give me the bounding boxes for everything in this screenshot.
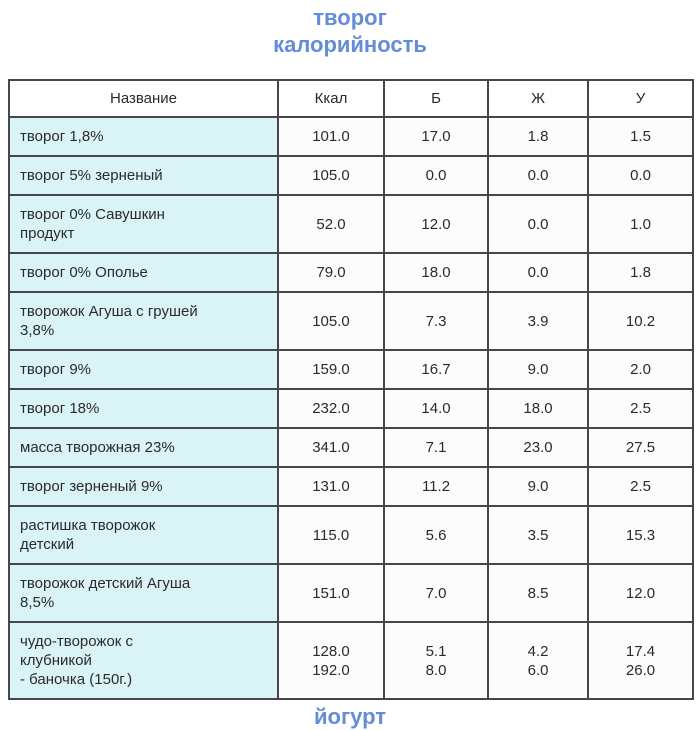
table-row: растишка творожок детский 115.0 5.6 3.5 … [8, 505, 694, 565]
kcal-cell: 232.0 [277, 388, 385, 429]
protein-cell: 18.0 [383, 252, 489, 293]
fat-cell: 0.0 [487, 194, 589, 254]
protein-cell: 14.0 [383, 388, 489, 429]
carbs-cell: 27.5 [587, 427, 694, 468]
fat-cell: 9.0 [487, 349, 589, 390]
protein-cell: 12.0 [383, 194, 489, 254]
fat-cell: 3.5 [487, 505, 589, 565]
kcal-cell: 79.0 [277, 252, 385, 293]
carbs-cell: 15.3 [587, 505, 694, 565]
fat-cell: 9.0 [487, 466, 589, 507]
protein-cell: 16.7 [383, 349, 489, 390]
carbs-cell: 2.5 [587, 388, 694, 429]
carbs-cell: 2.0 [587, 349, 694, 390]
protein-cell: 0.0 [383, 155, 489, 196]
table-row: творожок Агуша с грушей 3,8% 105.0 7.3 3… [8, 291, 694, 351]
fat-cell: 23.0 [487, 427, 589, 468]
carbs-cell: 2.5 [587, 466, 694, 507]
col-header-kcal: Ккал [277, 79, 385, 118]
calorie-table: Название Ккал Б Ж У творог 1,8% 101.0 17… [8, 79, 694, 700]
product-name-cell: творог зерненый 9% [8, 466, 279, 507]
protein-cell: 11.2 [383, 466, 489, 507]
col-header-protein: Б [383, 79, 489, 118]
table-row: творог 1,8% 101.0 17.0 1.8 1.5 [8, 116, 694, 157]
carbs-cell: 1.5 [587, 116, 694, 157]
kcal-cell: 159.0 [277, 349, 385, 390]
fat-cell: 8.5 [487, 563, 589, 623]
carbs-cell: 1.8 [587, 252, 694, 293]
page-title-line2: калорийность [273, 32, 427, 57]
table-header-row: Название Ккал Б Ж У [8, 79, 694, 118]
protein-cell: 7.0 [383, 563, 489, 623]
col-header-fat: Ж [487, 79, 589, 118]
product-name-cell: творожок детский Агуша 8,5% [8, 563, 279, 623]
product-name-cell: творог 18% [8, 388, 279, 429]
kcal-cell: 151.0 [277, 563, 385, 623]
fat-cell: 0.0 [487, 155, 589, 196]
kcal-cell: 105.0 [277, 291, 385, 351]
col-header-carbs: У [587, 79, 694, 118]
kcal-cell: 341.0 [277, 427, 385, 468]
product-name-cell: творог 5% зерненый [8, 155, 279, 196]
kcal-cell: 52.0 [277, 194, 385, 254]
kcal-cell: 101.0 [277, 116, 385, 157]
protein-cell: 7.3 [383, 291, 489, 351]
protein-cell: 17.0 [383, 116, 489, 157]
table-row: чудо-творожок с клубникой - баночка (150… [8, 621, 694, 700]
fat-cell: 1.8 [487, 116, 589, 157]
table-row: творог 9% 159.0 16.7 9.0 2.0 [8, 349, 694, 390]
table-row: масса творожная 23% 341.0 7.1 23.0 27.5 [8, 427, 694, 468]
product-name-cell: творог 9% [8, 349, 279, 390]
table-row: творог зерненый 9% 131.0 11.2 9.0 2.5 [8, 466, 694, 507]
kcal-cell: 131.0 [277, 466, 385, 507]
kcal-cell: 115.0 [277, 505, 385, 565]
table-row: творог 5% зерненый 105.0 0.0 0.0 0.0 [8, 155, 694, 196]
product-name-cell: творог 0% Савушкин продукт [8, 194, 279, 254]
table-row: творог 0% Савушкин продукт 52.0 12.0 0.0… [8, 194, 694, 254]
protein-cell: 5.6 [383, 505, 489, 565]
product-name-cell: творожок Агуша с грушей 3,8% [8, 291, 279, 351]
table-body: творог 1,8% 101.0 17.0 1.8 1.5 творог 5%… [8, 116, 694, 700]
table-row: творог 18% 232.0 14.0 18.0 2.5 [8, 388, 694, 429]
page-title: творог калорийность [0, 4, 700, 58]
product-name-cell: творог 0% Ополье [8, 252, 279, 293]
carbs-cell: 1.0 [587, 194, 694, 254]
col-header-name: Название [8, 79, 279, 118]
carbs-cell: 10.2 [587, 291, 694, 351]
protein-cell: 5.1 8.0 [383, 621, 489, 700]
fat-cell: 3.9 [487, 291, 589, 351]
next-section-title-clipped: йогурт [314, 704, 386, 729]
protein-cell: 7.1 [383, 427, 489, 468]
product-name-cell: масса творожная 23% [8, 427, 279, 468]
fat-cell: 18.0 [487, 388, 589, 429]
product-name-cell: растишка творожок детский [8, 505, 279, 565]
fat-cell: 4.2 6.0 [487, 621, 589, 700]
carbs-cell: 12.0 [587, 563, 694, 623]
table-row: творожок детский Агуша 8,5% 151.0 7.0 8.… [8, 563, 694, 623]
kcal-cell: 105.0 [277, 155, 385, 196]
table-row: творог 0% Ополье 79.0 18.0 0.0 1.8 [8, 252, 694, 293]
product-name-cell: творог 1,8% [8, 116, 279, 157]
product-name-cell: чудо-творожок с клубникой - баночка (150… [8, 621, 279, 700]
kcal-cell: 128.0 192.0 [277, 621, 385, 700]
page-title-line1: творог [313, 5, 387, 30]
carbs-cell: 17.4 26.0 [587, 621, 694, 700]
carbs-cell: 0.0 [587, 155, 694, 196]
fat-cell: 0.0 [487, 252, 589, 293]
